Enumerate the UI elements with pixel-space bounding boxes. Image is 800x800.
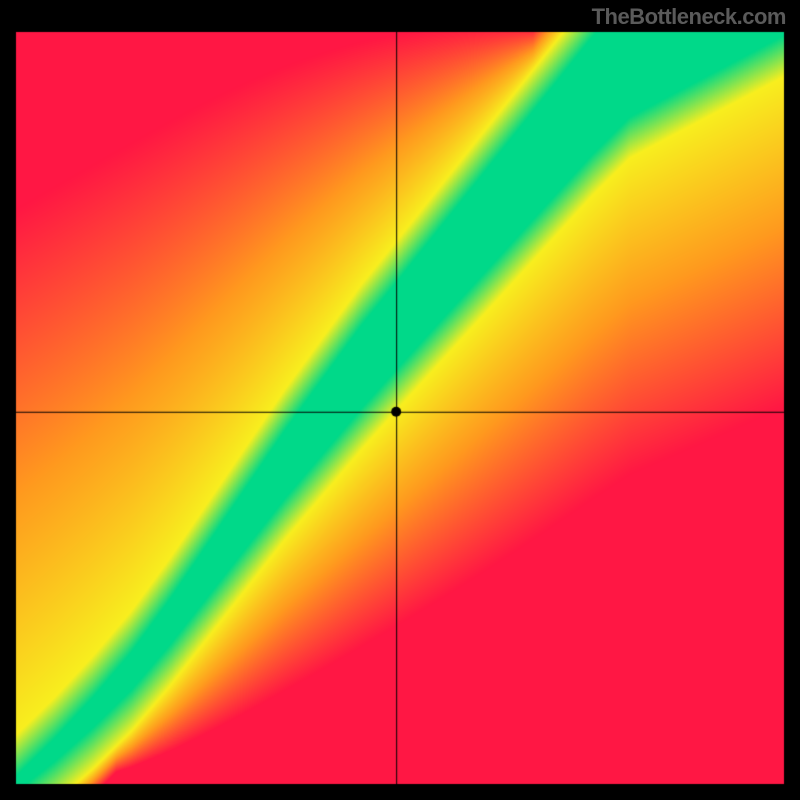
watermark-text: TheBottleneck.com (592, 4, 786, 30)
bottleneck-heatmap (0, 0, 800, 800)
chart-container: TheBottleneck.com (0, 0, 800, 800)
